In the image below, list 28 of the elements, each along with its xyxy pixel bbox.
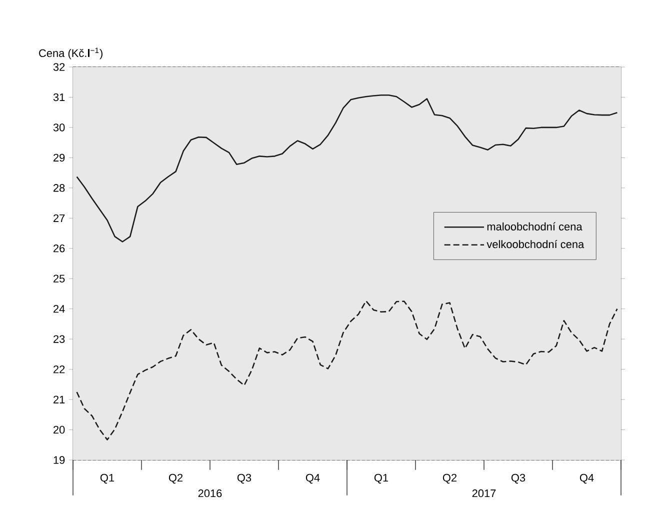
y-tick-label: 28 bbox=[54, 184, 65, 192]
y-axis-title: Cena (Kč.l$^{−1}$) bbox=[39, 48, 102, 60]
y-tick-label: 21 bbox=[54, 396, 65, 404]
text: 2016 bbox=[198, 489, 222, 498]
x-tick-label: Q1 bbox=[374, 474, 388, 484]
x-tick-label: Q3 bbox=[237, 474, 252, 484]
y-tick-label: 26 bbox=[54, 244, 65, 252]
y-tick-label: 29 bbox=[54, 154, 65, 162]
y-tick-label: 25 bbox=[54, 274, 65, 282]
x-tick-label: Q1 bbox=[100, 474, 114, 484]
line-series bbox=[76, 300, 618, 440]
y-tick-label: 22 bbox=[54, 365, 65, 374]
y-tick-label: 23 bbox=[54, 335, 65, 343]
y-tick-label: 19 bbox=[54, 456, 65, 464]
y-tick-label: 20 bbox=[54, 426, 65, 434]
legend-label: maloobchodní cena bbox=[487, 222, 582, 230]
x-tick-label: Q2 bbox=[168, 474, 183, 484]
y-tick-label: 32 bbox=[53, 63, 65, 71]
x-tick-label: Q4 bbox=[580, 474, 594, 484]
y-tick-label: 31 bbox=[53, 93, 65, 102]
y-tick-label: 30 bbox=[53, 124, 65, 132]
y-tick-label: 24 bbox=[54, 305, 65, 313]
legend-label: velkoobchodní cena bbox=[486, 240, 584, 248]
x-tick-label: Q2 bbox=[442, 474, 457, 484]
y-tick-label: 27 bbox=[54, 214, 65, 222]
text: 2017 bbox=[472, 489, 496, 498]
x-tick-label: Q4 bbox=[306, 474, 320, 484]
x-tick-label: Q3 bbox=[511, 474, 526, 484]
